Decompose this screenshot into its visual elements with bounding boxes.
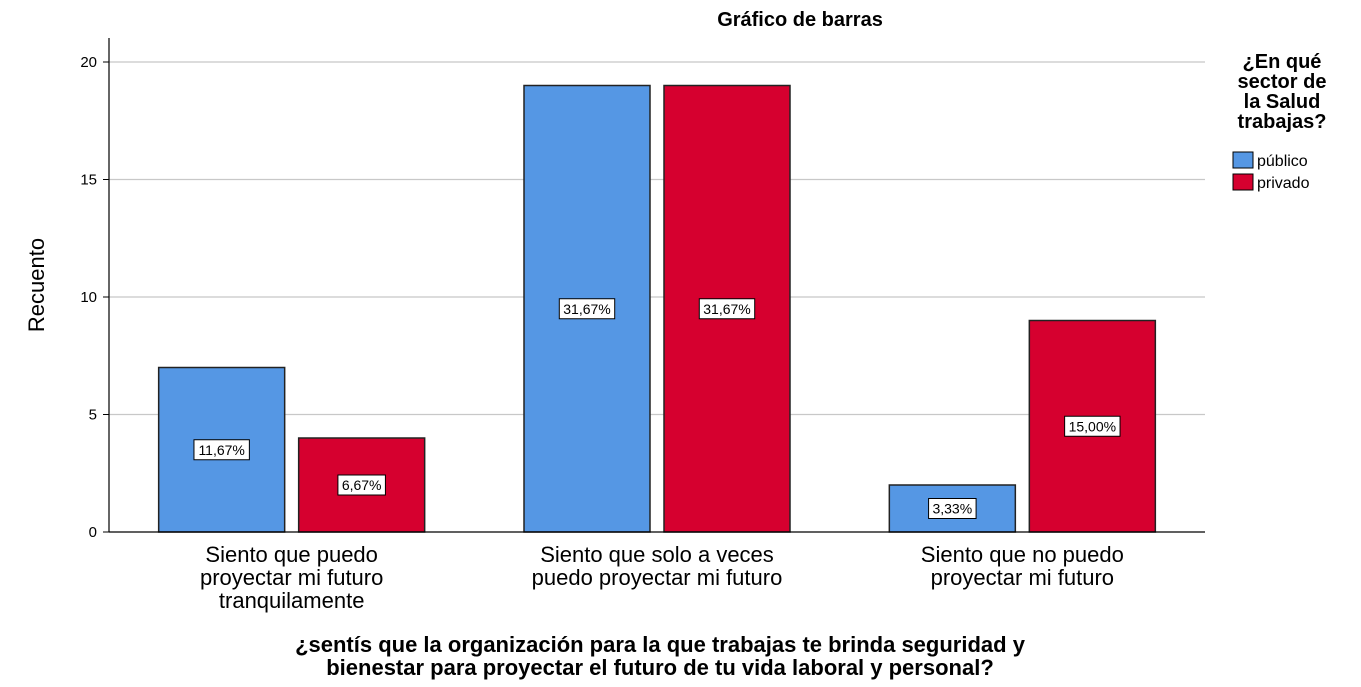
data-label-box-público-2 bbox=[928, 498, 977, 519]
data-label-privado-1: 31,67% bbox=[703, 301, 750, 317]
data-label-box-privado-0 bbox=[337, 474, 386, 496]
x-axis-label-line-1: ¿sentís que la organización para la que … bbox=[295, 632, 1026, 657]
chart-title: Gráfico de barras bbox=[717, 9, 883, 31]
data-label-box-público-1 bbox=[558, 298, 616, 320]
x-tick-label-2-line-1: Siento que no puedo bbox=[921, 542, 1124, 567]
data-label-público-1: 31,67% bbox=[563, 301, 610, 317]
data-label-privado-2: 15,00% bbox=[1069, 418, 1116, 434]
bars bbox=[157, 84, 1157, 533]
gridlines bbox=[109, 61, 1205, 416]
legend-swatch-público bbox=[1232, 151, 1254, 169]
data-label-box-privado-1 bbox=[698, 298, 756, 320]
data-label-box-público-0 bbox=[193, 439, 250, 461]
data-labels: 11,67% 6,67% 31,67% 31,67% 3,33% 15,00% bbox=[193, 298, 1121, 519]
y-tick-label-15: 15 bbox=[80, 172, 97, 189]
y-tick-label-20: 20 bbox=[80, 54, 97, 71]
y-axis-ticks: 0 5 10 15 20 bbox=[80, 54, 109, 541]
data-label-público-0: 11,67% bbox=[198, 442, 244, 458]
y-tick-label-0: 0 bbox=[89, 524, 97, 541]
y-tick-label-5: 5 bbox=[89, 407, 97, 424]
legend-title-line-1: ¿En qué bbox=[1243, 51, 1322, 73]
legend-label-público: público bbox=[1257, 153, 1308, 170]
x-axis-label-line-2: bienestar para proyectar el futuro de tu… bbox=[326, 655, 994, 680]
y-axis-label: Recuento bbox=[24, 238, 49, 332]
legend-swatch-privado bbox=[1232, 173, 1254, 191]
legend-label-privado: privado bbox=[1257, 175, 1310, 192]
x-tick-label-1-line-1: Siento que solo a veces bbox=[540, 542, 774, 567]
x-tick-label-2-line-2: proyectar mi futuro bbox=[931, 565, 1114, 590]
axes bbox=[108, 38, 1205, 533]
data-label-privado-0: 6,67% bbox=[342, 477, 382, 493]
data-label-box-privado-2 bbox=[1064, 415, 1121, 437]
y-tick-label-10: 10 bbox=[80, 289, 97, 306]
x-tick-label-0-line-2: proyectar mi futuro bbox=[200, 565, 383, 590]
legend-title-line-2: sector de bbox=[1238, 71, 1327, 93]
legend-title-line-3: la Salud bbox=[1244, 91, 1321, 113]
legend-title-line-4: trabajas? bbox=[1238, 111, 1327, 133]
x-axis-label: ¿sentís que la organización para la que … bbox=[295, 632, 1026, 680]
legend-items: público privado bbox=[1232, 151, 1310, 192]
data-label-público-2: 3,33% bbox=[932, 501, 972, 517]
x-tick-label-0-line-3: tranquilamente bbox=[219, 588, 365, 613]
x-tick-label-1-line-2: puedo proyectar mi futuro bbox=[532, 565, 783, 590]
legend: ¿En qué sector de la Salud trabajas? púb… bbox=[1232, 51, 1327, 192]
x-tick-label-0-line-1: Siento que puedo bbox=[205, 542, 378, 567]
